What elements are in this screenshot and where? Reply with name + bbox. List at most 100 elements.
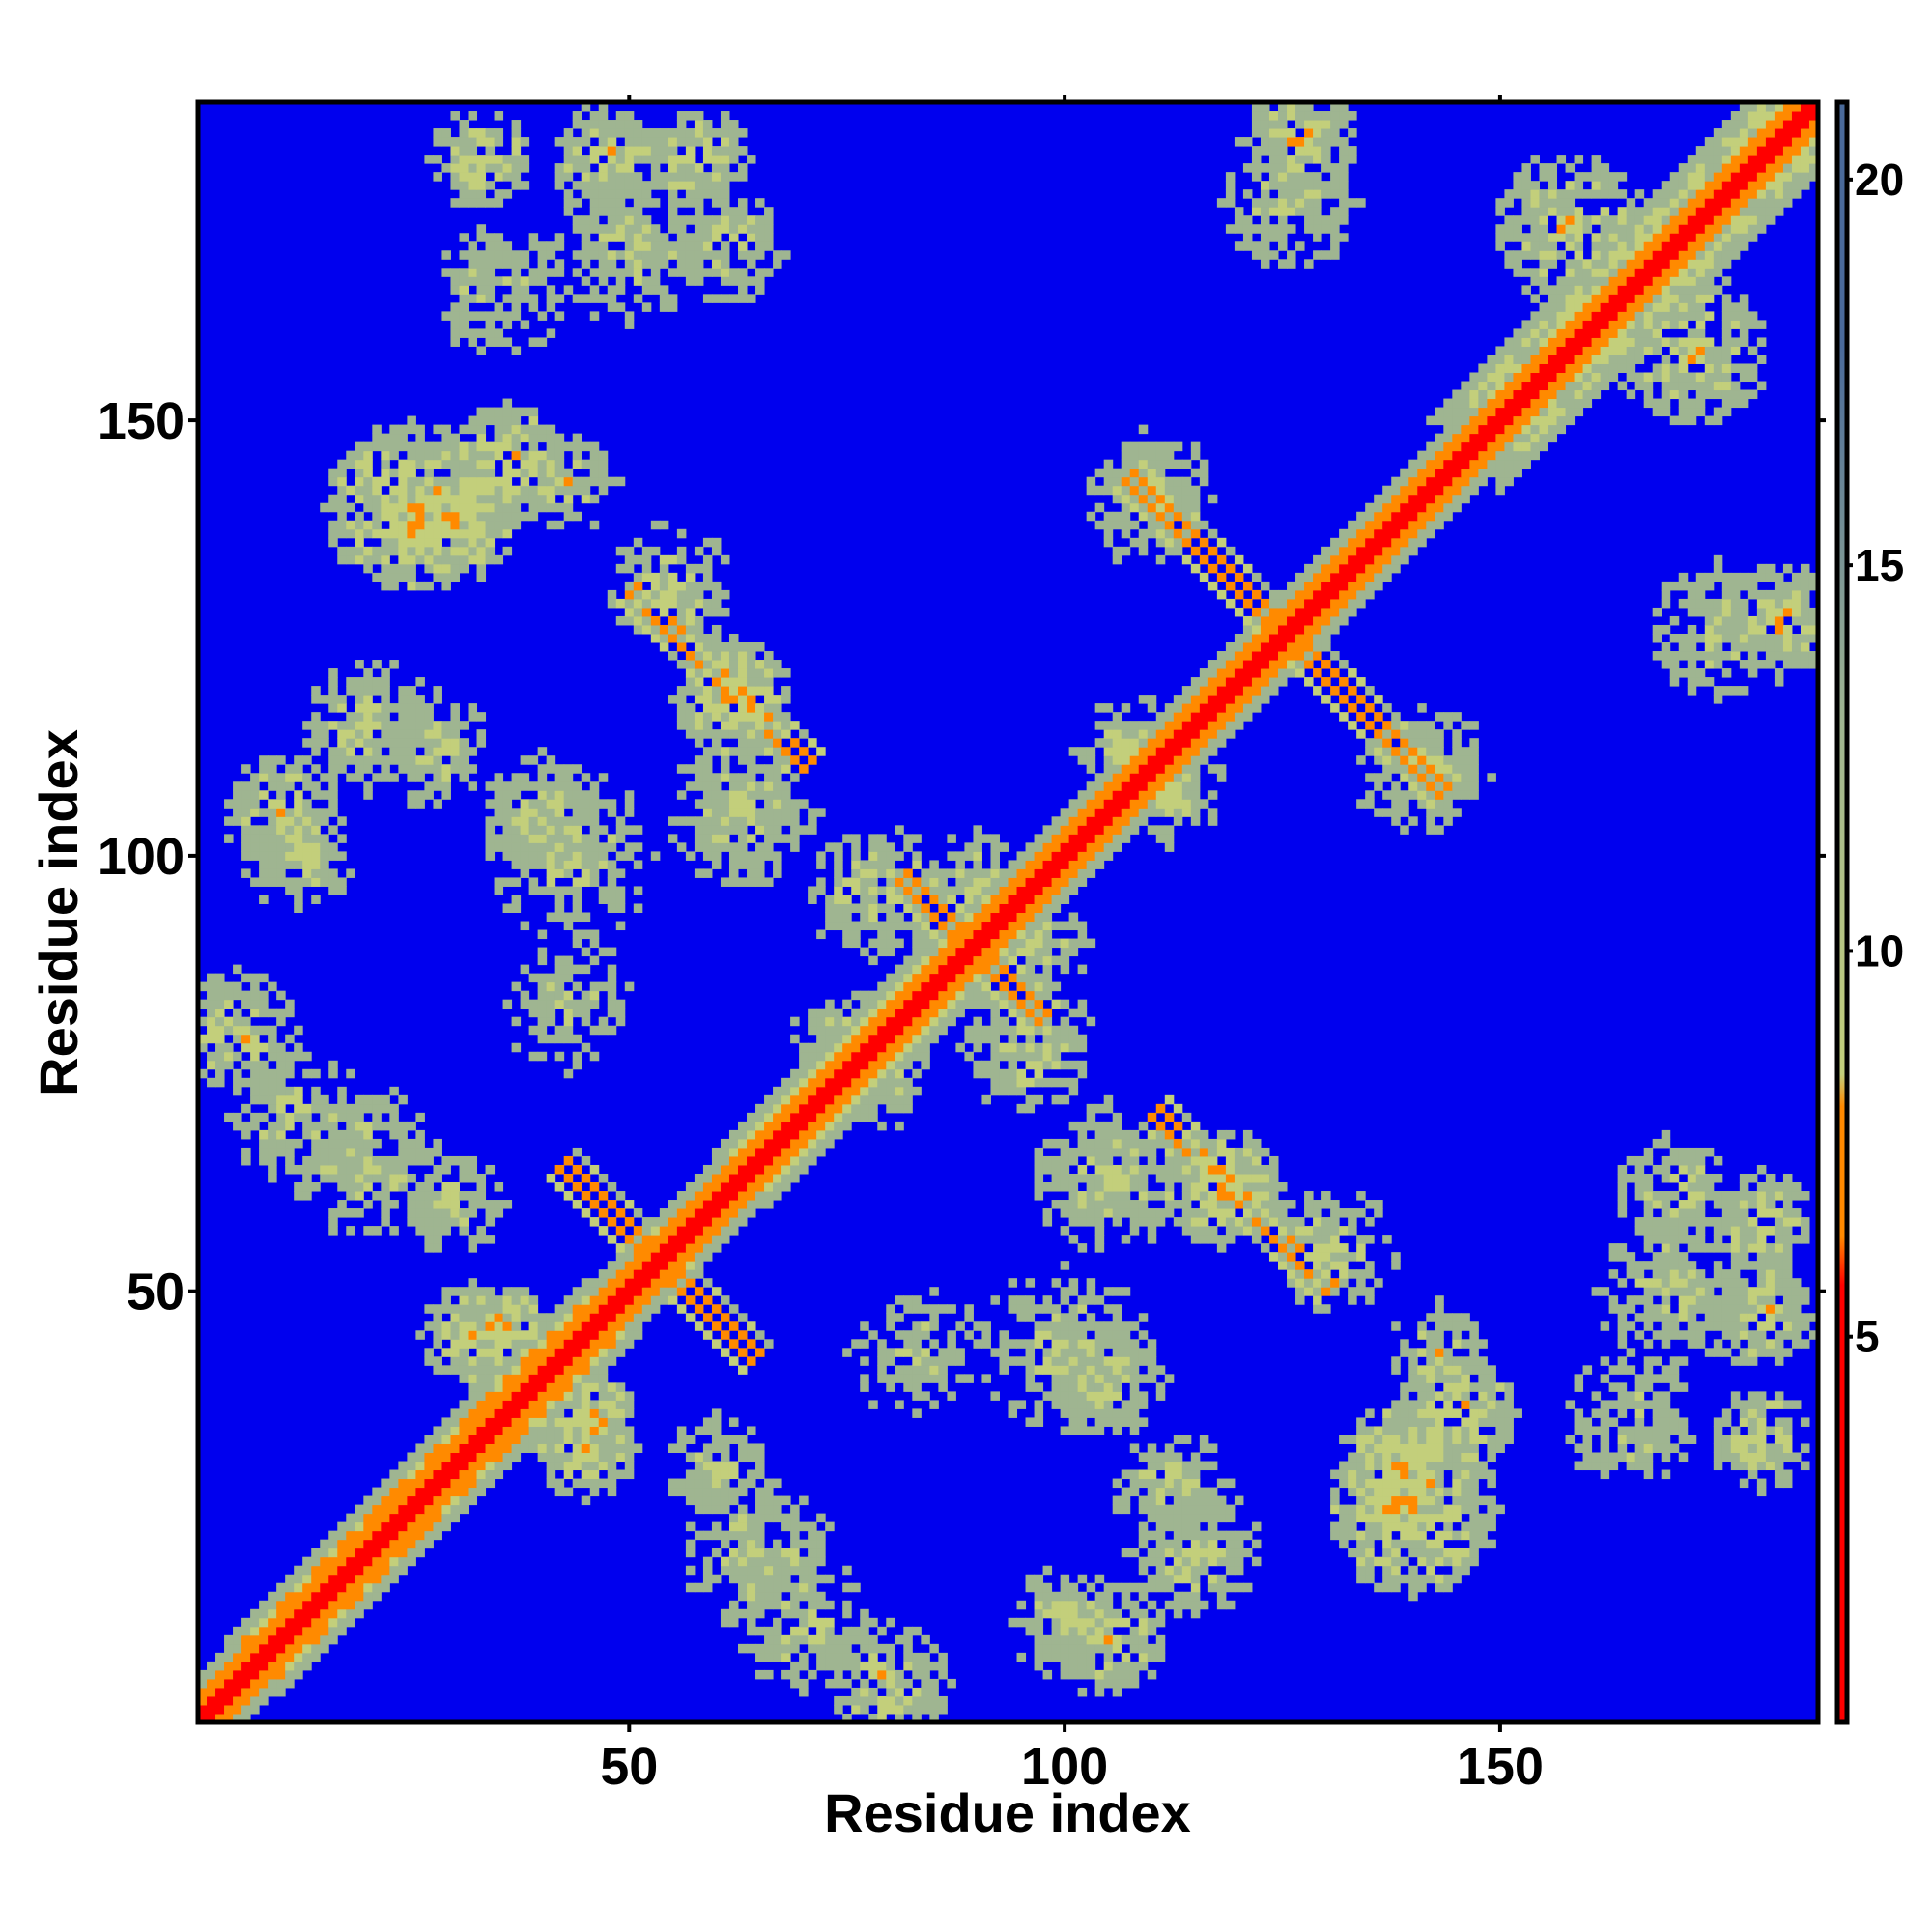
heatmap-cell: [1016, 929, 1027, 940]
heatmap-cell: [363, 1173, 373, 1183]
heatmap-cell: [607, 1400, 617, 1409]
heatmap-cell: [242, 1713, 251, 1723]
heatmap-cell: [598, 1304, 609, 1314]
heatmap-cell: [886, 938, 895, 949]
heatmap-cell: [355, 1112, 364, 1122]
heatmap-cell: [799, 1147, 809, 1157]
heatmap-cell: [285, 860, 295, 869]
heatmap-cell: [903, 1330, 913, 1340]
heatmap-cell: [1234, 1548, 1244, 1558]
heatmap-cell: [1643, 1356, 1654, 1366]
heatmap-cell: [799, 1556, 809, 1567]
heatmap-cell: [834, 895, 843, 904]
heatmap-cell: [860, 1042, 869, 1053]
heatmap-cell: [476, 1356, 487, 1366]
heatmap-cell: [781, 1556, 791, 1567]
heatmap-cell: [1321, 1235, 1331, 1244]
heatmap-cell: [1129, 1365, 1140, 1375]
heatmap-cell: [494, 1208, 504, 1218]
heatmap-cell: [1713, 1235, 1723, 1244]
heatmap-cell: [973, 973, 982, 983]
heatmap-cell: [1234, 1539, 1244, 1549]
heatmap-cell: [1147, 1452, 1157, 1463]
heatmap-cell: [1051, 1042, 1062, 1053]
heatmap-cell: [1086, 1391, 1096, 1401]
heatmap-cell: [1608, 1295, 1619, 1305]
heatmap-cell: [276, 868, 286, 878]
heatmap-cell: [546, 1173, 556, 1183]
heatmap-cell: [615, 1008, 626, 1018]
heatmap-cell: [424, 1513, 434, 1523]
heatmap-cell: [476, 1408, 487, 1418]
heatmap-cell: [1112, 1426, 1122, 1435]
heatmap-cell: [276, 1669, 286, 1680]
heatmap-cell: [1400, 1478, 1409, 1489]
heatmap-cell: [1617, 1208, 1628, 1218]
heatmap-cell: [1016, 903, 1027, 913]
heatmap-cell: [1094, 1374, 1105, 1383]
heatmap-cell: [302, 1103, 312, 1114]
heatmap-cell: [720, 1469, 730, 1480]
heatmap-cell: [868, 1016, 878, 1027]
heatmap-cell: [1260, 1243, 1270, 1253]
heatmap-cell: [589, 1408, 600, 1418]
heatmap-cell: [276, 1582, 286, 1593]
heatmap-cell: [668, 1295, 678, 1305]
heatmap-cell: [1356, 1565, 1366, 1576]
heatmap-cell: [215, 1678, 225, 1689]
heatmap-cell: [1669, 1374, 1680, 1383]
heatmap-cell: [589, 1025, 600, 1036]
heatmap-cell: [1774, 1356, 1784, 1366]
heatmap-cell: [268, 1008, 277, 1018]
heatmap-cell: [711, 1155, 722, 1166]
heatmap-cell: [1348, 1217, 1357, 1227]
heatmap-cell: [921, 903, 930, 913]
heatmap-cell: [294, 1661, 303, 1671]
heatmap-cell: [1739, 1295, 1749, 1305]
heatmap-cell: [1782, 1191, 1793, 1201]
heatmap-cell: [1374, 1513, 1383, 1523]
heatmap-cell: [1034, 973, 1044, 983]
heatmap-cell: [441, 1469, 451, 1480]
heatmap-cell: [1669, 1417, 1680, 1427]
heatmap-cell: [589, 1374, 600, 1383]
heatmap-cell: [990, 1051, 1000, 1062]
heatmap-cell: [1051, 842, 1062, 852]
heatmap-cell: [1225, 1539, 1236, 1549]
heatmap-cell: [407, 1147, 416, 1157]
heatmap-cell: [1077, 1661, 1088, 1671]
heatmap-cell: [728, 1226, 739, 1236]
heatmap-cell: [1034, 912, 1044, 923]
heatmap-cell: [537, 981, 548, 992]
heatmap-cell: [1129, 1147, 1140, 1157]
heatmap-cell: [563, 1487, 574, 1497]
heatmap-cell: [589, 1469, 600, 1480]
heatmap-cell: [1626, 1391, 1636, 1401]
heatmap-cell: [633, 1226, 643, 1236]
heatmap-cell: [877, 1051, 887, 1062]
heatmap-cell: [1661, 1243, 1671, 1253]
heatmap-cell: [294, 1582, 303, 1593]
heatmap-cell: [1208, 1513, 1218, 1523]
heatmap-cell: [1155, 1461, 1166, 1471]
heatmap-cell: [1034, 1042, 1044, 1053]
heatmap-cell: [808, 1008, 817, 1018]
heatmap-cell: [1765, 1400, 1776, 1409]
heatmap-cell: [1251, 1235, 1262, 1244]
heatmap-cell: [355, 1155, 364, 1166]
heatmap-cell: [1426, 1487, 1435, 1497]
heatmap-cell: [1695, 1164, 1706, 1175]
heatmap-cell: [1400, 1556, 1409, 1567]
heatmap-cell: [886, 1695, 895, 1706]
heatmap-cell: [1652, 1261, 1662, 1270]
heatmap-cell: [903, 1643, 913, 1654]
heatmap-cell: [1173, 1548, 1183, 1558]
heatmap-cell: [1800, 1226, 1810, 1236]
heatmap-cell: [808, 1077, 817, 1088]
heatmap-cell: [1321, 1191, 1331, 1201]
heatmap-cell: [1669, 1365, 1680, 1375]
heatmap-cell: [546, 1034, 556, 1044]
heatmap-cell: [285, 1008, 295, 1018]
heatmap-cell: [294, 886, 303, 895]
heatmap-cell: [563, 1356, 574, 1366]
